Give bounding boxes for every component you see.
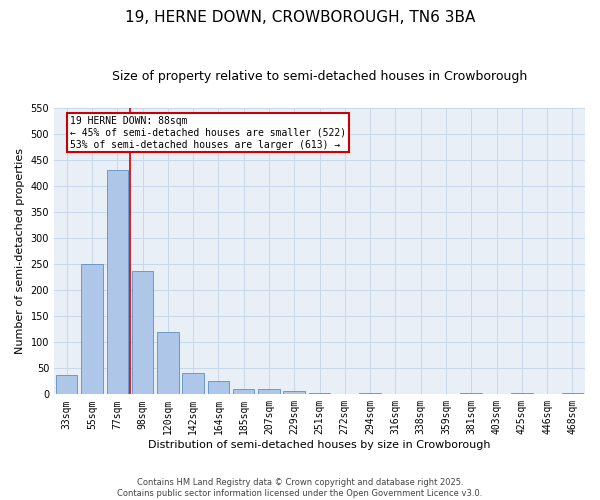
Bar	[157, 332, 179, 394]
Bar	[56, 374, 77, 394]
Y-axis label: Number of semi-detached properties: Number of semi-detached properties	[15, 148, 25, 354]
Bar	[562, 393, 583, 394]
Bar	[81, 264, 103, 394]
X-axis label: Distribution of semi-detached houses by size in Crowborough: Distribution of semi-detached houses by …	[148, 440, 491, 450]
Bar	[182, 374, 204, 394]
Text: 19 HERNE DOWN: 88sqm
← 45% of semi-detached houses are smaller (522)
53% of semi: 19 HERNE DOWN: 88sqm ← 45% of semi-detac…	[70, 116, 346, 150]
Bar	[107, 170, 128, 394]
Bar	[359, 393, 381, 394]
Text: Contains HM Land Registry data © Crown copyright and database right 2025.
Contai: Contains HM Land Registry data © Crown c…	[118, 478, 482, 498]
Bar	[132, 271, 153, 394]
Title: Size of property relative to semi-detached houses in Crowborough: Size of property relative to semi-detach…	[112, 70, 527, 83]
Bar	[309, 393, 330, 394]
Bar	[258, 389, 280, 394]
Bar	[283, 390, 305, 394]
Text: 19, HERNE DOWN, CROWBOROUGH, TN6 3BA: 19, HERNE DOWN, CROWBOROUGH, TN6 3BA	[125, 10, 475, 25]
Bar	[233, 389, 254, 394]
Bar	[511, 393, 533, 394]
Bar	[460, 393, 482, 394]
Bar	[208, 382, 229, 394]
